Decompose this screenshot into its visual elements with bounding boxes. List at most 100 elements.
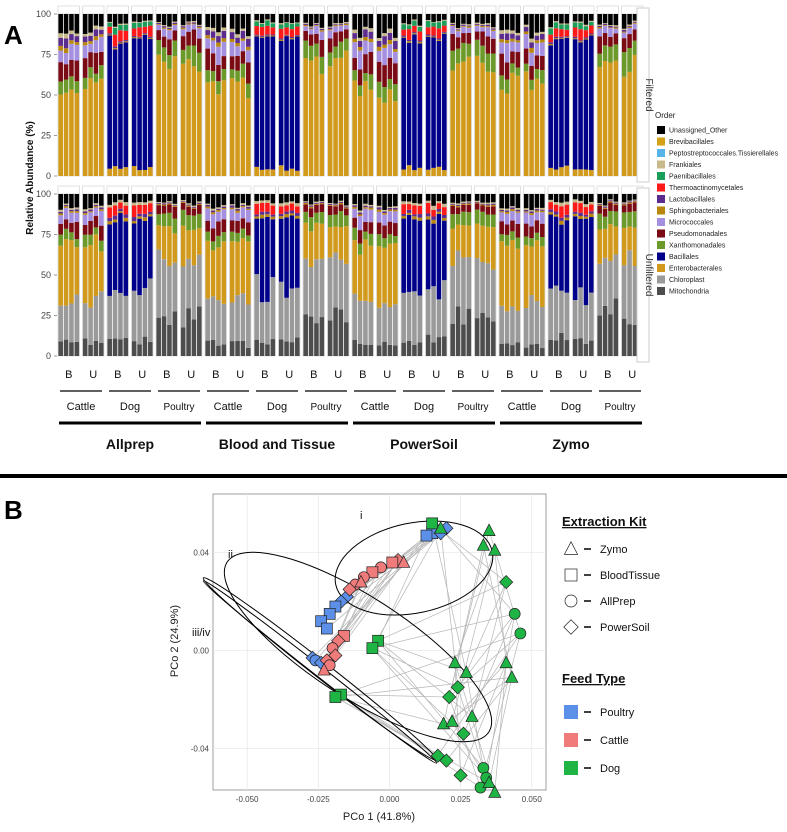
- bar-segment-unassigned_other: [289, 14, 295, 24]
- group-panel: [547, 13, 570, 177]
- bar-segment-lactobacillales: [289, 37, 295, 39]
- bar-segment-lactobacillales: [621, 203, 627, 205]
- bar-segment-pseudomonadales: [99, 51, 104, 66]
- sub-label: U: [383, 369, 391, 381]
- bar-segment-sphingobacteriales: [270, 216, 276, 220]
- bar-segment-mitochondria: [327, 320, 333, 356]
- bar-segment-thermoactinomycetales: [417, 31, 423, 41]
- bar-segment-unassigned_other: [491, 194, 496, 203]
- group-strip: [253, 185, 276, 195]
- bar-segment-paenibacillales: [553, 22, 559, 29]
- bar-segment-xanthomonadales: [480, 45, 485, 63]
- bar-segment-unassigned_other: [69, 14, 74, 31]
- bar-segment-lactobacillales: [246, 207, 251, 209]
- legend-title: Order: [655, 111, 676, 120]
- bar-segment-unassigned_other: [216, 14, 221, 33]
- bar-segment-unassigned_other: [564, 194, 570, 202]
- bar-segment-frankiales: [442, 203, 447, 208]
- bar-segment-unassigned_other: [608, 14, 613, 26]
- bar-segment-enterobacterales: [597, 67, 602, 176]
- bar-segment-frankiales: [259, 23, 265, 24]
- x-tick-label: 0.025: [451, 795, 472, 804]
- bar-segment-sphingobacteriales: [436, 211, 442, 214]
- bar-segment-pseudomonadales: [69, 222, 74, 233]
- bar-segment-bacillales: [265, 216, 270, 302]
- bar-segment-xanthomonadales: [186, 45, 191, 60]
- bar-segment-unassigned_other: [259, 14, 265, 24]
- bar-segment-unassigned_other: [510, 14, 515, 31]
- group-panel: [400, 193, 423, 357]
- bar-segment-frankiales: [74, 33, 80, 37]
- group-panel: [82, 193, 105, 357]
- bar-segment-frankiales: [265, 200, 270, 203]
- bar-segment-sphingobacteriales: [393, 209, 398, 212]
- connector-line: [377, 640, 484, 769]
- bar-segment-enterobacterales: [186, 230, 191, 259]
- bar-segment-mitochondria: [240, 340, 246, 356]
- bar-segment-chloroplast: [376, 307, 382, 346]
- bar-segment-micrococcales: [197, 28, 202, 39]
- bar-segment-lactobacillales: [284, 211, 289, 215]
- bar-segment-frankiales: [270, 203, 276, 206]
- legend-item: Chloroplast: [669, 277, 704, 284]
- bar-segment-pseudomonadales: [156, 205, 161, 215]
- bar-segment-frankiales: [417, 25, 423, 27]
- bar-segment-lactobacillales: [210, 31, 216, 38]
- legend-item: Unassigned_Other: [669, 128, 728, 135]
- point-dog-triangle: [505, 670, 519, 683]
- bar-segment-paenibacillales: [572, 22, 578, 28]
- bar-segment-xanthomonadales: [191, 45, 197, 67]
- group-strip: [302, 5, 325, 15]
- bar-segment-sphingobacteriales: [246, 208, 251, 210]
- bar-segment-frankiales: [333, 23, 338, 25]
- pcoa-x-axis-label: PCo 1 (41.8%): [343, 811, 415, 823]
- bar-segment-xanthomonadales: [613, 211, 619, 227]
- bar-segment-pseudomonadales: [461, 33, 466, 43]
- bar-segment-unassigned_other: [548, 14, 553, 28]
- group-panel: [376, 13, 399, 177]
- bar-segment-xanthomonadales: [491, 53, 496, 73]
- bar-segment-bacillales: [148, 216, 153, 279]
- bar-segment-sphingobacteriales: [431, 36, 436, 38]
- bar-segment-lactobacillales: [466, 202, 472, 204]
- bar-segment-lactobacillales: [436, 38, 442, 40]
- bar-segment-lactobacillales: [368, 31, 374, 39]
- bar-segment-frankiales: [564, 201, 570, 205]
- connector-line: [326, 527, 447, 629]
- bar-segment-paenibacillales: [270, 23, 276, 28]
- bar-segment-frankiales: [548, 27, 553, 29]
- bar-segment-lactobacillales: [436, 208, 442, 212]
- bar-segment-sphingobacteriales: [295, 35, 300, 37]
- bar-segment-lactobacillales: [156, 23, 161, 25]
- bar-segment-pseudomonadales: [172, 30, 178, 41]
- bar-segment-lactobacillales: [553, 211, 559, 215]
- bar-segment-micrococcales: [504, 43, 510, 63]
- sub-label: B: [310, 369, 317, 381]
- bar-segment-pseudomonadales: [229, 56, 235, 70]
- bar-segment-sphingobacteriales: [254, 35, 259, 37]
- legend-swatch: [657, 252, 665, 261]
- bar-segment-mitochondria: [393, 345, 398, 356]
- bar-segment-lactobacillales: [368, 206, 374, 208]
- bar-segment-xanthomonadales: [627, 48, 632, 72]
- bar-segment-lactobacillales: [118, 208, 123, 212]
- bar-segment-bacillales: [131, 38, 137, 167]
- bar-segment-enterobacterales: [412, 170, 417, 176]
- x-tick-label: -0.050: [236, 795, 259, 804]
- bar-segment-sphingobacteriales: [474, 202, 480, 204]
- bar-segment-sphingobacteriales: [523, 211, 529, 213]
- bar-segment-sphingobacteriales: [191, 23, 197, 25]
- bar-segment-pseudomonadales: [597, 36, 602, 54]
- bar-segment-enterobacterales: [308, 231, 314, 268]
- bar-segment-chloroplast: [401, 292, 406, 343]
- bar-segment-unassigned_other: [632, 14, 638, 21]
- bar-segment-sphingobacteriales: [510, 209, 515, 212]
- bar-segment-xanthomonadales: [613, 44, 619, 61]
- bar-segment-lactobacillales: [406, 39, 412, 42]
- bar-segment-unassigned_other: [88, 194, 93, 209]
- bar-segment-unassigned_other: [123, 14, 129, 24]
- bar-segment-sphingobacteriales: [254, 216, 259, 219]
- bar-segment-unassigned_other: [69, 194, 74, 209]
- bar-segment-bacillales: [425, 36, 431, 170]
- y-tick-label: 100: [36, 9, 51, 19]
